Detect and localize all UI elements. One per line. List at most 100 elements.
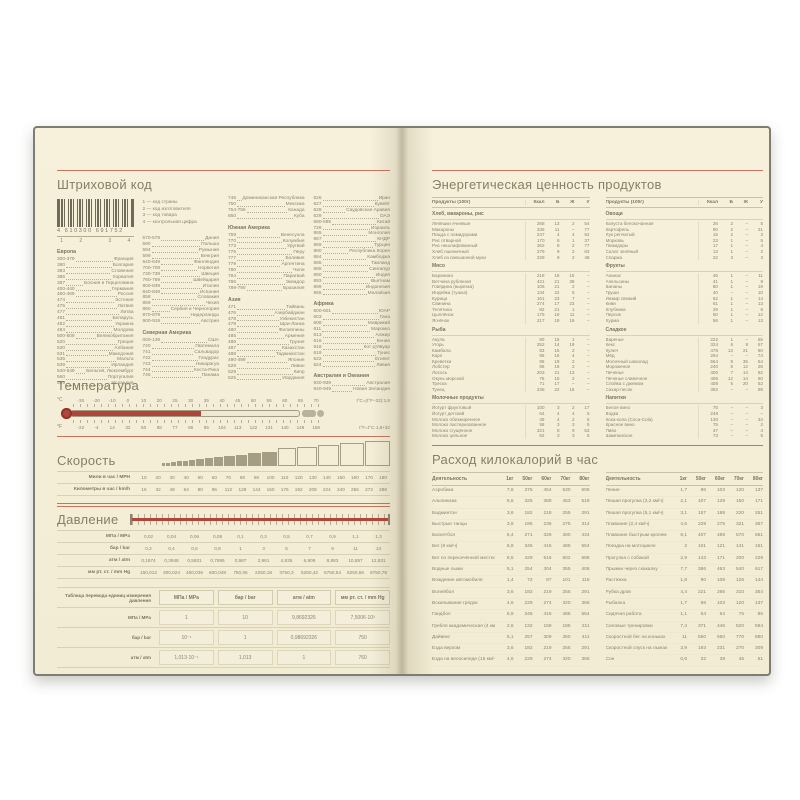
food-carbs: – [586, 317, 590, 323]
food-row: Лук репчатый 15 2 – 3 [606, 232, 763, 238]
food-name: Хурма [605, 317, 619, 323]
dotted-leader [161, 240, 205, 242]
country-name: Мальта [117, 357, 134, 363]
country-row: 744 Коста-Рика [143, 368, 220, 374]
activity-name: Пение [605, 488, 620, 493]
country-code: 865 [313, 231, 322, 237]
food-row: Креветки 95 19 2 – [432, 358, 590, 365]
food-row: Цыплёнок 175 19 11 – [432, 312, 590, 318]
country-row: 890 Индия [314, 273, 391, 279]
dotted-leader [66, 367, 111, 369]
food-fat: 14 [742, 375, 748, 381]
food-kcal: 175 [524, 312, 545, 318]
scale-tick-label: 113 [234, 424, 242, 430]
calories-value: 275 [716, 521, 725, 527]
value-cell: 0,987 [234, 558, 247, 564]
food-name: Говядина (вырезка) [432, 284, 474, 290]
calories-value: 520 [735, 623, 744, 629]
conversion-header-row: Таблица перевода единиц измерения давлен… [57, 588, 390, 609]
country-row: 590 Польша [143, 242, 220, 248]
value-cell: 150,012 [140, 570, 157, 576]
country-code: 869 [313, 243, 322, 249]
country-code: 900-919 [142, 319, 161, 325]
country-name: Литва [120, 310, 134, 316]
food-kcal: 324 [698, 342, 718, 348]
conversion-row-label: бар / bar [131, 635, 151, 641]
country-row: 870-879 Нидерланды [143, 313, 220, 319]
calories-value: 121 [716, 544, 725, 550]
value-cell: 192 [294, 487, 303, 493]
country-name: Ливан [290, 363, 305, 369]
country-name: Бразилия [283, 285, 305, 291]
dotted-leader [66, 325, 115, 327]
activity-name: Сидячая работа [605, 612, 642, 618]
calories-row: Быстрые танцы 3,9 196 236 275 314 [432, 520, 590, 532]
calories-value: 617 [754, 567, 763, 573]
calories-value: 196 [524, 521, 533, 527]
food-fat: 14 [742, 370, 748, 376]
country-name: Великобритания [96, 333, 134, 339]
calories-value: 386 [697, 567, 706, 573]
calories-value: 429 [524, 555, 533, 561]
country-name: КНДР [377, 237, 390, 243]
calories-header-weight: 1кг [506, 476, 514, 482]
country-name: Босния и Герцеговина [84, 280, 134, 286]
calories-value: 360 [562, 634, 571, 640]
food-protein: 23 [554, 295, 560, 301]
value-cell: 70 [225, 475, 232, 481]
country-code: 528 [228, 363, 237, 369]
calories-header-weight: 80кг [752, 476, 763, 482]
country-code: 530 [57, 345, 66, 351]
thermometer-bulb [61, 408, 72, 419]
calories-value: 434 [581, 533, 590, 539]
food-row: Говядина (вырезка) 106 21 2 – [432, 284, 590, 290]
country-row: 884 Камбоджа [314, 255, 391, 261]
food-protein: 1 [730, 248, 733, 254]
country-code: 540-549 [57, 369, 75, 375]
calories-value: 375 [524, 488, 533, 493]
conversion-cell: 10 [217, 610, 273, 626]
calories-value: 221 [697, 589, 706, 595]
food-row: Клубника 29 1 – 6 [606, 306, 763, 313]
country-code: 478 [228, 316, 237, 322]
food-name: Бананы [605, 284, 623, 290]
value-cell: 2,961 [257, 558, 270, 564]
food-row: Молоко цельное 62 3 3 5 [432, 433, 590, 439]
value-cell: 60 [211, 475, 217, 481]
food-kcal: 229 [524, 254, 545, 261]
conversion-header-cell: бар / bar [217, 590, 273, 606]
scale-tick-label: 68 [156, 424, 162, 430]
calories-row: Рубка дров 4,4 221 266 310 354 [605, 588, 763, 599]
food-carbs: 60 [757, 375, 763, 381]
calories-value: 188 [716, 510, 725, 516]
dotted-leader [151, 365, 195, 367]
scale-tick-label: 140 [280, 424, 289, 430]
activity-name: Гребля академическая (4 км/ч) [432, 623, 495, 629]
value-cell: 10,857 [348, 558, 363, 564]
country-row: 746 Доминиканская Республика [228, 196, 305, 202]
food-fat: 20 [742, 381, 748, 387]
calories-value: 325 [524, 499, 533, 505]
food-fat: – [745, 278, 748, 284]
food-row: Хлеб пшеничный 279 9 2 63 [432, 248, 590, 255]
food-protein: 4 [556, 411, 560, 417]
food-name: Белое вино [605, 405, 631, 411]
country-name: Гана [379, 315, 390, 321]
calories-value: 5,1 [506, 634, 514, 640]
food-kcal: 170 [524, 237, 545, 244]
country-name: Дания [205, 236, 219, 242]
food-name: Варенье [605, 336, 624, 342]
food-fat: – [745, 306, 748, 312]
food-fat: – [745, 284, 748, 290]
food-protein: 9 [556, 248, 560, 254]
country-row: 869 Турция [314, 243, 391, 249]
food-group-heading: Сладкое [605, 324, 763, 336]
calories-value: 550 [697, 634, 706, 640]
barcode-part-3: 3 [108, 238, 112, 244]
value-cell: 9750,78 [370, 570, 387, 576]
activity-name: Бег по пересечённой местности [432, 555, 495, 561]
food-carbs: 77 [584, 226, 590, 232]
row-values: 0,2 0,4 0,6 0,8 1 3 5 7 9 11 13 [137, 546, 390, 551]
barcode-section-title: Штриховой код [57, 177, 153, 192]
country-code: 744 [142, 367, 151, 373]
